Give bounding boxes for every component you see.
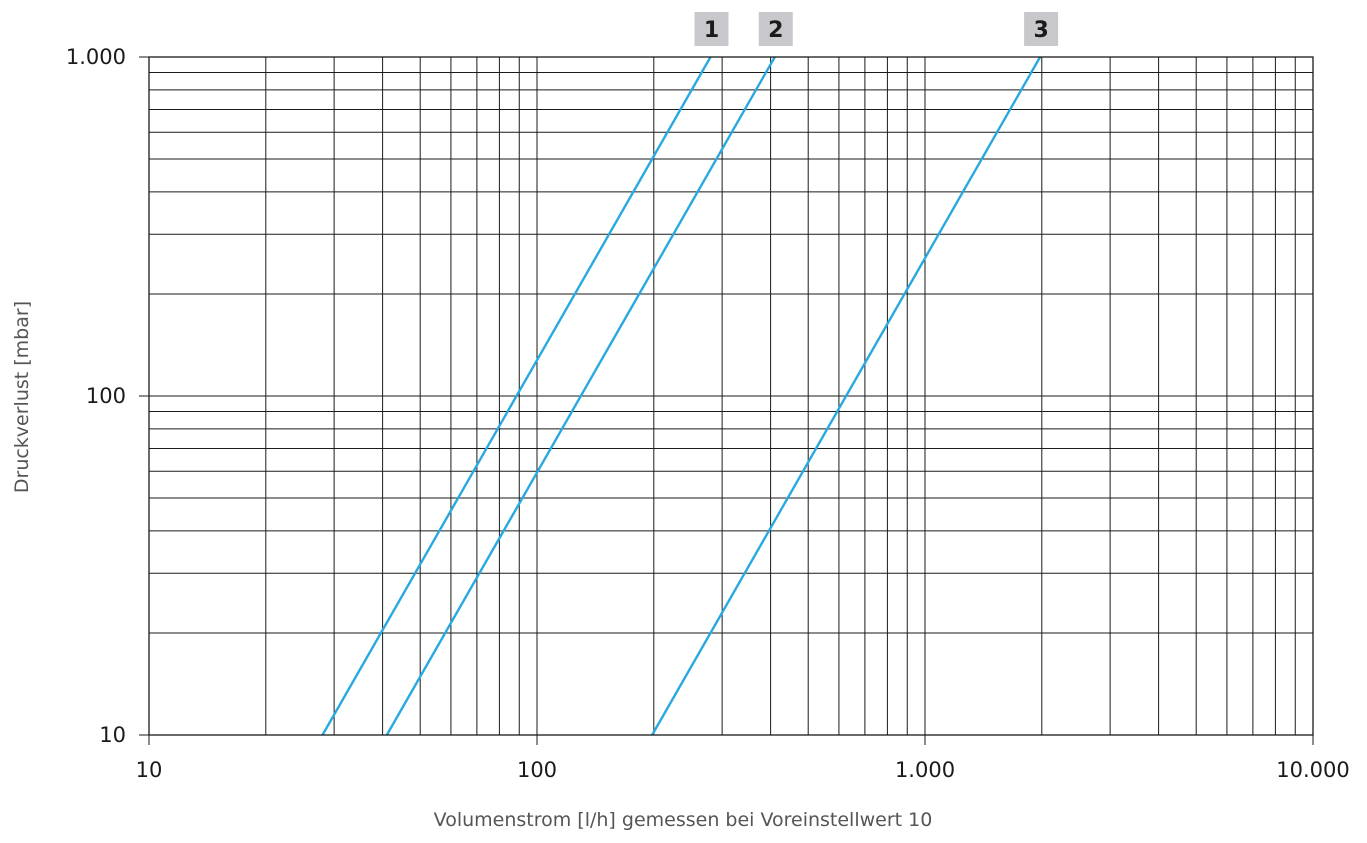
y-tick-label: 1.000 — [66, 45, 126, 69]
series-badge-box — [1024, 12, 1059, 46]
y-tick-labels: 10 100 1.000 — [66, 45, 126, 747]
x-axis-title: Volumenstrom [l/h] gemessen bei Voreinst… — [434, 809, 933, 831]
x-tick-label: 1.000 — [895, 758, 955, 782]
series-badge-label: 3 — [1033, 18, 1048, 43]
series-line-2 — [385, 56, 776, 736]
series-badge-box — [694, 12, 729, 46]
series-badge-1: 1 — [694, 12, 729, 46]
x-tick-label: 10 — [136, 758, 163, 782]
x-tick-labels: 10 100 1.000 10.000 — [136, 758, 1350, 782]
x-tick-label: 100 — [517, 758, 557, 782]
series-badge-label: 1 — [704, 18, 719, 43]
grid — [148, 57, 1313, 736]
series-badge-3: 3 — [1024, 12, 1059, 46]
plot-frame — [139, 56, 1314, 745]
series-badges: 1 2 3 — [694, 12, 1059, 46]
y-tick-label: 100 — [86, 384, 126, 408]
series-badge-box — [758, 12, 793, 46]
x-tick-label: 10.000 — [1276, 758, 1349, 782]
series-lines — [321, 56, 1042, 736]
series-badge-2: 2 — [758, 12, 793, 46]
series-badge-label: 2 — [768, 18, 783, 43]
series-line-1 — [321, 56, 712, 736]
y-axis-title: Druckverlust [mbar] — [11, 301, 33, 493]
series-line-3 — [651, 56, 1042, 736]
y-tick-label: 10 — [99, 723, 126, 747]
